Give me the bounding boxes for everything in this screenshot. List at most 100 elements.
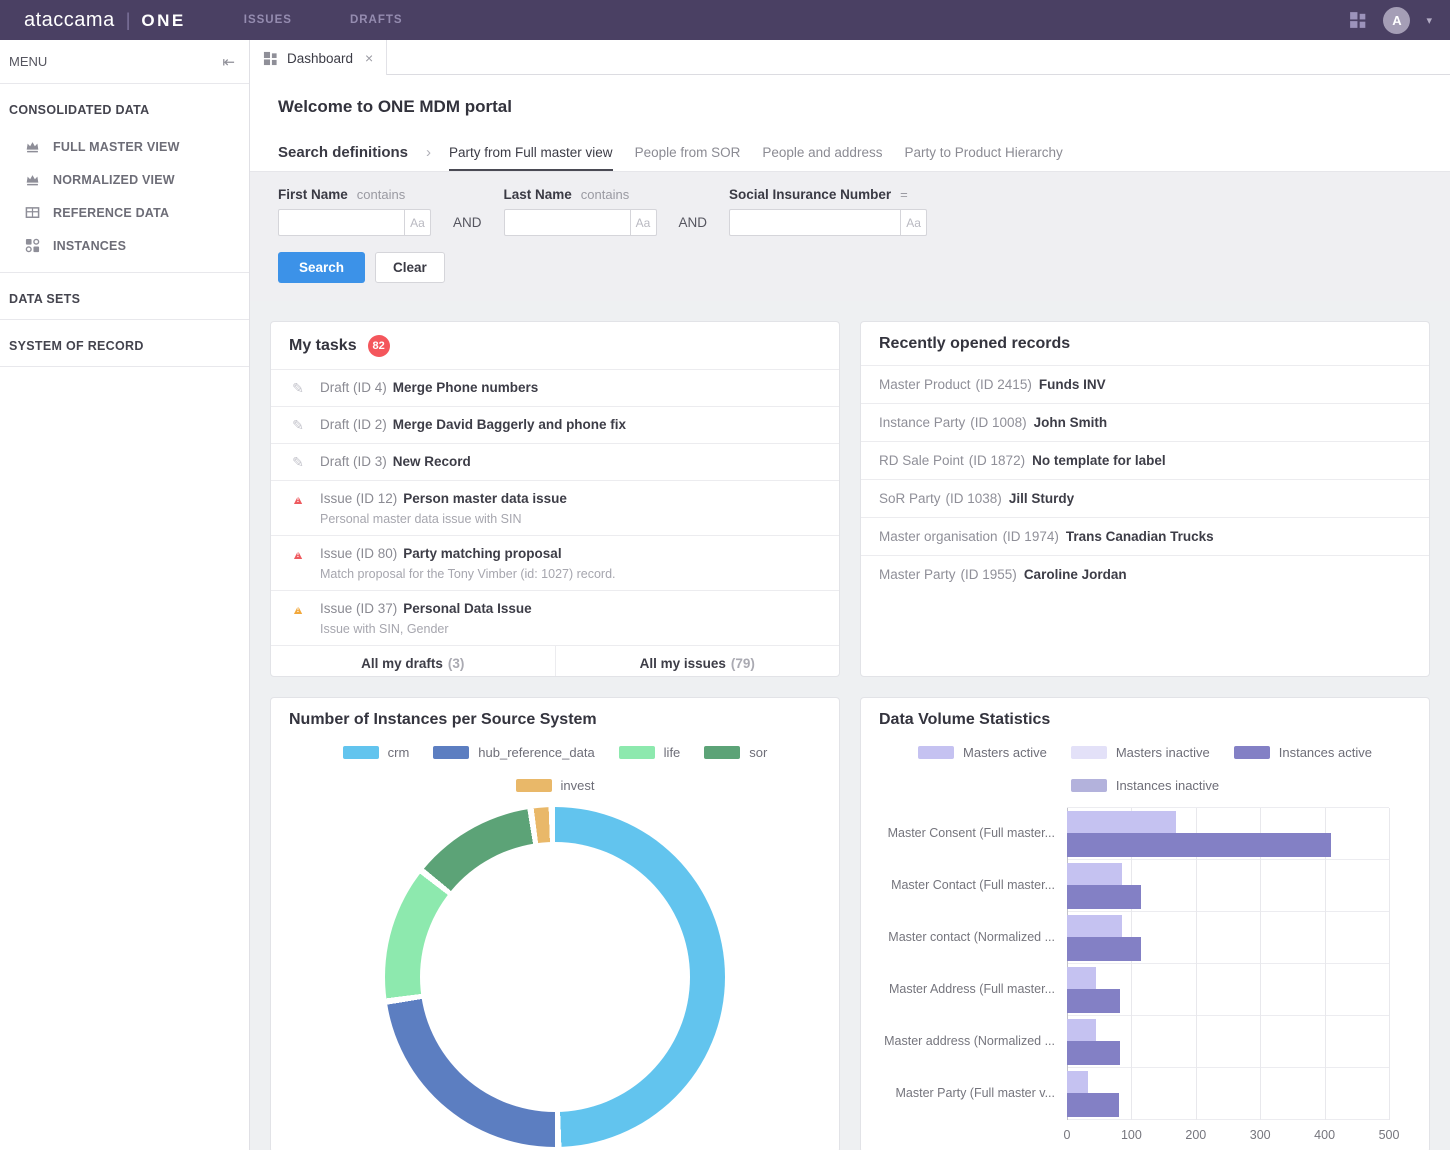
legend-item-life[interactable]: life [618,745,681,760]
field-operator: = [900,187,908,202]
legend-swatch [433,746,470,759]
sidebar-section-header[interactable]: DATA SETS [9,292,81,306]
task-body: Issue (ID 37) Personal Data Issue Issue wi… [320,599,532,637]
search-input-last-name[interactable] [503,209,631,236]
case-sensitivity-toggle[interactable]: Aa [900,209,928,236]
record-row[interactable]: Master Party (ID 1955) Caroline Jordan [861,555,1429,593]
my-tasks-count-badge: 82 [367,335,390,357]
nav-item-issues[interactable]: ISSUES [243,14,292,26]
record-row[interactable]: Master Product (ID 2415) Funds INV [861,365,1429,403]
record-row[interactable]: RD Sale Point (ID 1872) No template for la… [861,441,1429,479]
warning-icon: ▲! [291,601,305,617]
bar-instances-active[interactable] [1067,937,1142,961]
sidebar-item-label: NORMALIZED VIEW [53,172,175,187]
bar-masters-active[interactable] [1067,1071,1089,1093]
close-icon[interactable]: × [365,50,374,66]
bar-plot-area [1067,807,1390,1120]
sidebar-menu-header: MENU ⇤ [0,40,249,84]
sidebar-item-normalized-view[interactable]: NORMALIZED VIEW [0,163,249,196]
legend-item-instances-active[interactable]: Instances active [1233,745,1372,760]
footer-button-all-my-issues[interactable]: All my issues (79) [554,646,840,676]
legend-label: life [663,745,681,760]
legend-item-masters-active[interactable]: Masters active [918,745,1047,760]
brand-logo[interactable]: ataccama | ONE [24,9,186,32]
field-label: Last Name [503,187,572,202]
task-type-label: Issue (ID 80) [320,546,398,561]
task-row[interactable]: ✎ Draft (ID 4) Merge Phone numbers [271,369,839,406]
search-def-tab[interactable]: Party to Product Hierarchy [904,144,1063,160]
task-title: Merge Phone numbers [392,380,539,395]
legend-item-sor[interactable]: sor [704,745,767,760]
bar-masters-active[interactable] [1067,915,1122,937]
bar-masters-active[interactable] [1067,811,1177,833]
field-input-row: Aa [503,209,657,236]
data-volume-title: Data Volume Statistics [879,711,1051,728]
record-row[interactable]: Instance Party (ID 1008) John Smith [861,403,1429,441]
task-line: Issue (ID 37) Personal Data Issue [320,599,532,619]
sidebar-item-full-master-view[interactable]: FULL MASTER VIEW [0,130,249,163]
legend-item-masters-inactive[interactable]: Masters inactive [1070,745,1210,760]
legend-label: Instances inactive [1115,778,1220,793]
sidebar-item-reference-data[interactable]: REFERENCE DATA [0,196,249,229]
recent-records-title: Recently opened records [879,335,1071,352]
sidebar-item-instances[interactable]: INSTANCES [0,229,249,262]
task-row[interactable]: ▲! Issue (ID 80) Party matching proposal Ma… [271,535,839,590]
bar-instances-active[interactable] [1067,1041,1120,1065]
task-row[interactable]: ✎ Draft (ID 3) New Record [271,443,839,480]
search-def-tab[interactable]: People from SOR [634,144,741,160]
legend-item-crm[interactable]: crm [342,745,409,760]
gridline [1260,808,1262,1120]
app-switcher-icon[interactable] [1349,11,1367,29]
sidebar-section-header[interactable]: CONSOLIDATED DATA [9,103,150,117]
task-type-label: Issue (ID 37) [320,601,398,616]
task-type-label: Issue (ID 12) [320,491,398,506]
avatar[interactable]: A [1383,6,1411,34]
search-input-social-insurance-number[interactable] [729,209,902,236]
bar-masters-active[interactable] [1067,967,1096,989]
task-body: Draft (ID 2) Merge David Baggerly and pho… [320,415,626,435]
search-input-first-name[interactable] [278,209,405,236]
record-id: (ID 1974) [1002,529,1059,544]
bar-instances-active[interactable] [1067,1093,1119,1117]
legend-item-hub_reference_data[interactable]: hub_reference_data [433,745,595,760]
gridline [1389,808,1390,1120]
record-type: SoR Party [879,491,941,506]
search-definitions-row: Search definitions › Party from Full mas… [278,144,1422,171]
bar-instances-active[interactable] [1067,989,1120,1013]
case-sensitivity-toggle[interactable]: Aa [404,209,431,236]
chevron-down-icon[interactable]: ▾ [1426,14,1432,27]
warning-icon: ▲! [291,546,305,562]
x-axis-tick: 400 [1314,1128,1336,1142]
task-row[interactable]: ✎ Draft (ID 2) Merge David Baggerly and ph… [271,406,839,443]
record-row[interactable]: Master organisation (ID 1974) Trans Canadi… [861,517,1429,555]
task-row[interactable]: ▲! Issue (ID 37) Personal Data Issue Issue … [271,590,839,645]
legend-swatch [515,779,552,792]
crown-icon [24,172,40,187]
bar-masters-active[interactable] [1067,1019,1096,1041]
task-type-label: Draft (ID 4) [320,380,387,395]
search-button[interactable]: Search [278,252,366,283]
legend-item-invest[interactable]: invest [515,778,594,793]
record-row[interactable]: SoR Party (ID 1038) Jill Sturdy [861,479,1429,517]
sidebar-item-label: INSTANCES [53,238,127,253]
donut-chart [385,807,725,1147]
bar-masters-active[interactable] [1067,863,1122,885]
legend-label: sor [749,745,768,760]
brand-suffix: ONE [141,10,186,30]
bar-row [1067,808,1389,860]
footer-button-all-my-drafts[interactable]: All my drafts (3) [271,646,555,676]
clear-button[interactable]: Clear [375,252,445,283]
bar-instances-active[interactable] [1067,833,1332,857]
task-body: Draft (ID 3) New Record [320,452,471,472]
case-sensitivity-toggle[interactable]: Aa [629,209,657,236]
sidebar-collapse-icon[interactable]: ⇤ [222,53,235,71]
legend-item-instances-inactive[interactable]: Instances inactive [1070,778,1220,793]
tab-dashboard[interactable]: Dashboard × [250,40,388,76]
search-def-tab[interactable]: Party from Full master view [449,145,613,171]
sidebar-section-header[interactable]: SYSTEM OF RECORD [9,339,144,353]
search-def-tab[interactable]: People and address [762,144,883,160]
task-row[interactable]: ▲! Issue (ID 12) Person master data issue P… [271,480,839,535]
bar-instances-active[interactable] [1067,885,1142,909]
sidebar-section-0: CONSOLIDATED DATA FULL MASTER VIEW NORMALI… [0,84,249,273]
nav-item-drafts[interactable]: DRAFTS [349,14,403,26]
